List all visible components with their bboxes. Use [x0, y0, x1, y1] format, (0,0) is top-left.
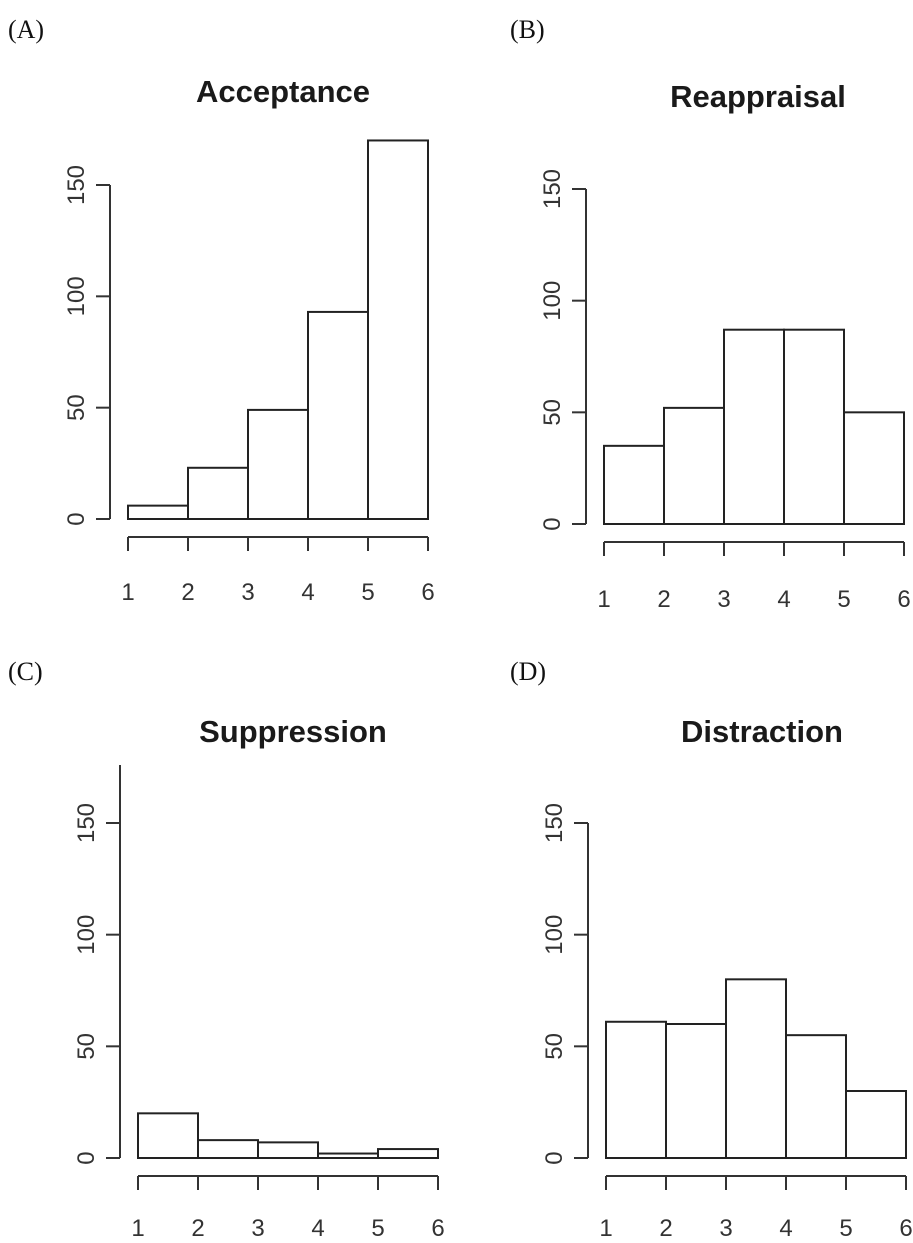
y-tick-label: 100 [63, 276, 90, 316]
x-tick-label: 1 [121, 579, 134, 606]
x-tick-label: 2 [191, 1215, 204, 1242]
histogram-bar [137, 1112, 199, 1160]
histogram-bar [663, 406, 725, 525]
histogram-bar [317, 1152, 379, 1159]
x-tick-label: 1 [599, 1215, 612, 1242]
histogram-bar [197, 1139, 259, 1159]
y-tick-label: 150 [63, 165, 90, 205]
panel-acceptance: (A) Acceptance 1 2 3 4 5 6 0 50 100 150 [8, 15, 435, 606]
histogram-bar [725, 978, 787, 1159]
x-tick-label: 5 [361, 579, 374, 606]
x-tick-label: 5 [837, 586, 850, 613]
y-tick-label: 0 [539, 517, 566, 530]
histogram-bar [845, 1090, 907, 1159]
x-tick-label: 1 [597, 586, 610, 613]
y-tick-label: 0 [63, 512, 90, 525]
x-tick-label: 5 [839, 1215, 852, 1242]
histogram-bar [127, 504, 189, 521]
x-tick-label: 5 [371, 1215, 384, 1242]
chart-title: Distraction [681, 714, 843, 749]
histogram-bar [723, 328, 785, 526]
histogram-bar [307, 310, 369, 521]
chart-title: Reappraisal [670, 79, 846, 114]
x-tick-label: 2 [657, 586, 670, 613]
x-tick-label: 4 [301, 579, 314, 606]
panel-letter: (B) [510, 15, 545, 44]
x-tick-label: 6 [431, 1215, 444, 1242]
chart-title: Acceptance [196, 74, 370, 109]
x-tick-label: 2 [659, 1215, 672, 1242]
x-tick-label: 6 [899, 1215, 912, 1242]
panel-letter: (A) [8, 15, 44, 44]
y-tick-label: 150 [541, 803, 568, 843]
panel-letter: (C) [8, 657, 43, 686]
histogram-bar [247, 408, 309, 521]
x-tick-label: 3 [251, 1215, 264, 1242]
histogram-bar [367, 139, 429, 520]
panel-letter: (D) [510, 657, 546, 686]
x-tick-label: 3 [241, 579, 254, 606]
histogram-bar [605, 1020, 667, 1159]
x-tick-label: 4 [311, 1215, 324, 1242]
y-tick-label: 100 [541, 915, 568, 955]
histogram-bar [843, 411, 905, 526]
histogram-bar [603, 444, 665, 526]
y-tick-label: 0 [541, 1151, 568, 1164]
x-tick-label: 6 [897, 586, 910, 613]
y-tick-label: 150 [539, 169, 566, 209]
y-tick-label: 0 [73, 1151, 100, 1164]
panel-suppression: (C) Suppression 1 2 3 4 5 6 0 50 100 150 [8, 657, 445, 1242]
histogram-bar [783, 328, 845, 526]
histogram-bar [785, 1034, 847, 1159]
x-tick-label: 6 [421, 579, 434, 606]
histogram-bar [257, 1141, 319, 1160]
y-tick-label: 50 [73, 1033, 100, 1060]
x-tick-label: 4 [777, 586, 790, 613]
y-tick-label: 50 [541, 1033, 568, 1060]
x-tick-label: 3 [717, 586, 730, 613]
x-tick-label: 4 [779, 1215, 792, 1242]
y-tick-label: 100 [539, 281, 566, 321]
y-tick-label: 50 [63, 394, 90, 421]
y-tick-label: 150 [73, 803, 100, 843]
panel-distraction: (D) Distraction 1 2 3 4 5 6 0 50 100 150 [510, 657, 913, 1242]
y-tick-label: 100 [73, 915, 100, 955]
histogram-bar [665, 1023, 727, 1159]
x-tick-label: 1 [131, 1215, 144, 1242]
y-tick-label: 50 [539, 399, 566, 426]
x-tick-label: 3 [719, 1215, 732, 1242]
x-tick-label: 2 [181, 579, 194, 606]
chart-title: Suppression [199, 714, 387, 749]
histogram-bar [187, 466, 249, 520]
histogram-bar [377, 1148, 439, 1159]
panel-reappraisal: (B) Reappraisal 1 2 3 4 5 6 0 50 100 150 [510, 15, 911, 613]
